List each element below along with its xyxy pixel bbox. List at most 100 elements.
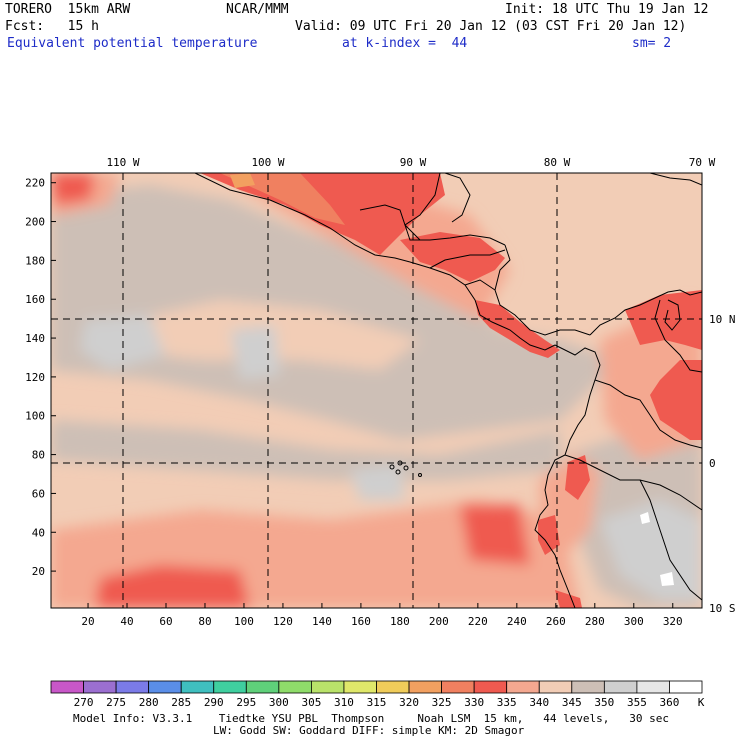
colorbar-label: 360: [660, 696, 680, 709]
y-tick-label: 200: [25, 216, 45, 229]
x-tick-label: 180: [390, 615, 410, 628]
yucatan: [444, 173, 471, 223]
colorbar-swatch: [473, 680, 508, 694]
colorbar-label: 315: [367, 696, 387, 709]
venezuela-red: [625, 290, 702, 440]
colorbar-label: 305: [301, 696, 321, 709]
colorbar-swatch: [148, 680, 182, 694]
galapagos: [389, 460, 422, 477]
south-red: [460, 505, 530, 565]
x-tick-label: 120: [273, 615, 293, 628]
colorbar-swatch: [571, 680, 605, 694]
venezuela-gulf: [664, 299, 681, 331]
colombia-red: [625, 290, 702, 440]
white-spot-1: [640, 512, 650, 524]
x-tick-label: 260: [546, 615, 566, 628]
x-tick-label: 320: [663, 615, 683, 628]
grey-band-south: [51, 420, 560, 480]
northwest-red: [51, 173, 95, 205]
caribbean-coast-sa: [589, 289, 702, 336]
colorbar-swatch: [376, 680, 410, 694]
x-tick-label: 200: [429, 615, 449, 628]
colorbar-label: 280: [139, 696, 159, 709]
sa-light: [600, 500, 702, 600]
y-tick-label: 140: [25, 332, 45, 345]
galapagos-island-5: [418, 473, 422, 477]
smoothing-label: sm= 2: [632, 36, 672, 51]
level-label: at k-index = 44: [342, 36, 468, 51]
colorbar-swatch: [115, 680, 150, 694]
colorbar-swatch: [50, 680, 84, 694]
ecuador-peru: [564, 454, 702, 511]
x-tick-label: 20: [81, 615, 94, 628]
colorbar-label: 295: [236, 696, 256, 709]
colorbar-label: 275: [106, 696, 126, 709]
central-america-red: [400, 232, 560, 358]
white-spot-2: [660, 572, 674, 586]
colorbar-swatch: [83, 680, 117, 694]
field-shading: [51, 173, 702, 608]
x-tick-label: 140: [312, 615, 332, 628]
y-tick-label: 180: [25, 254, 45, 267]
lon-label: 70 W: [689, 156, 716, 169]
colorbar-label: 300: [269, 696, 289, 709]
y-tick-label: 120: [25, 371, 45, 384]
model-info-line2: LW: Godd SW: Goddard DIFF: simple KM: 2D…: [213, 724, 525, 737]
galapagos-island-4: [395, 469, 401, 475]
lon-label: 100 W: [251, 156, 284, 169]
colorbar-swatch: [441, 680, 475, 694]
south-coast-red: [555, 590, 582, 608]
costa-rica-red: [475, 300, 560, 358]
lat-lon-grid: [51, 173, 702, 608]
mexico-peak: [230, 173, 255, 188]
field-blobs: [51, 173, 702, 608]
model-name: TORERO 15km ARW: [5, 2, 131, 17]
colorbar-swatch: [603, 680, 638, 694]
x-tick-label: 80: [198, 615, 211, 628]
x-tick-label: 60: [159, 615, 172, 628]
x-axis-ticks: 20 40 60 80 100 120 140 160 180 200 220 240 260 280 30…: [81, 603, 683, 628]
colorbar-label: 270: [74, 696, 94, 709]
y-tick-label: 60: [32, 487, 45, 500]
colorbar-swatch: [245, 680, 280, 694]
latitude-labels: 10 N 0 10 S: [709, 313, 736, 615]
lat-label: 10 S: [709, 602, 736, 615]
guatemala-red: [400, 232, 505, 282]
colorbar-label: 345: [562, 696, 582, 709]
mexico-coast: [194, 173, 411, 263]
white-spots: [640, 512, 674, 586]
y-tick-label: 100: [25, 410, 45, 423]
colorbar-label: 320: [399, 696, 419, 709]
colorbar-swatch: [538, 680, 573, 694]
colorbar-swatch: [213, 680, 247, 694]
colorbar-swatch: [180, 680, 215, 694]
colorbar-label: 335: [497, 696, 517, 709]
colorbar-swatch: [669, 680, 703, 694]
y-tick-label: 160: [25, 293, 45, 306]
init-time: Init: 18 UTC Thu 19 Jan 12: [505, 2, 709, 17]
lat-label: 10 N: [709, 313, 736, 326]
galapagos-island-1: [389, 464, 395, 470]
nicaragua-border: [464, 279, 496, 291]
colorbar-label: 350: [594, 696, 614, 709]
colorbar-swatch: [343, 680, 377, 694]
lon-label: 110 W: [106, 156, 139, 169]
x-tick-label: 100: [234, 615, 254, 628]
colorbar-label: 310: [334, 696, 354, 709]
colorbar: 270 275 280 285 290 295 300 305 310 315 320 325 330 3…: [50, 680, 705, 709]
y-tick-label: 80: [32, 449, 45, 462]
grey-light-spot-3: [350, 465, 405, 500]
valid-time: Valid: 09 UTC Fri 20 Jan 12 (03 CST Fri …: [295, 19, 687, 34]
colorbar-label: 330: [464, 696, 484, 709]
colombia-venezuela-border: [654, 299, 702, 373]
honduras-border: [429, 249, 506, 269]
colorbar-unit: K: [698, 696, 705, 709]
colorbar-swatch: [278, 680, 312, 694]
organization: NCAR/MMM: [226, 2, 289, 17]
colorbar-swatch: [408, 680, 442, 694]
southwest-red: [95, 565, 250, 608]
galapagos-island-3: [403, 465, 409, 471]
model-info-line1: Model Info: V3.3.1 Tiedtke YSU PBL Thomp…: [73, 712, 670, 725]
colorbar-label: 325: [432, 696, 452, 709]
